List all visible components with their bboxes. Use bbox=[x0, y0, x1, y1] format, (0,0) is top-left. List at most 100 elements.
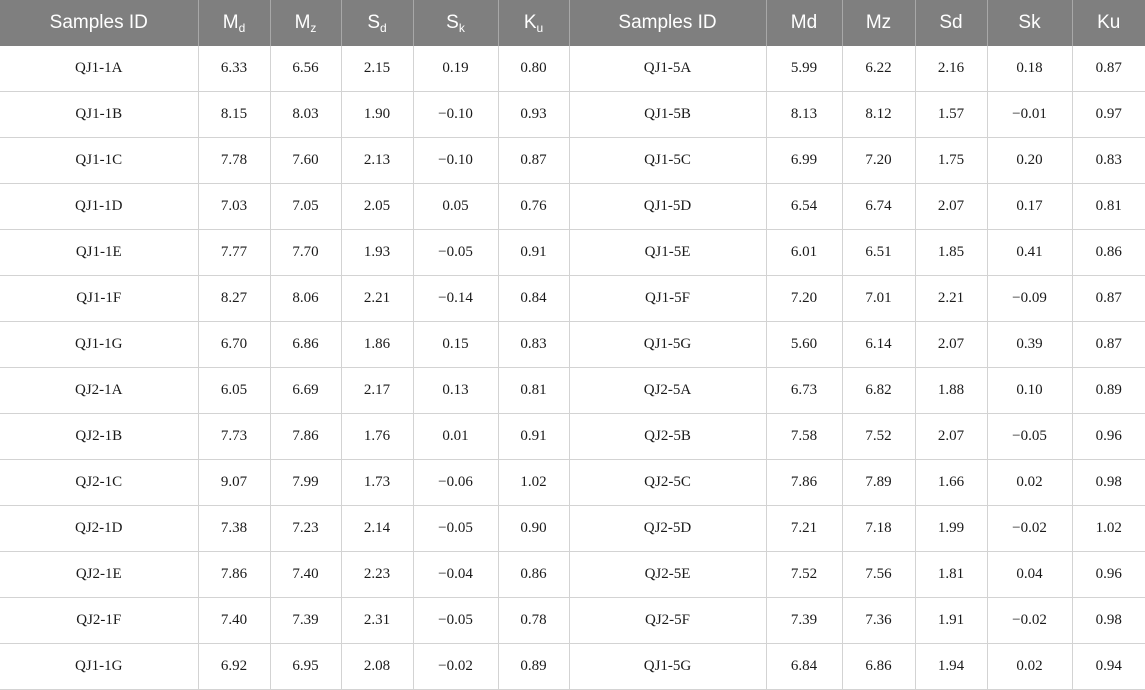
left-sample-id-cell: QJ2-1E bbox=[0, 551, 199, 598]
right-sample-id-cell: QJ1-5F bbox=[569, 275, 767, 322]
right-mz-cell: 6.22 bbox=[842, 46, 916, 92]
right-mz-cell: 7.18 bbox=[842, 505, 916, 552]
col-header-md-left: Md bbox=[198, 0, 271, 46]
left-sk-cell: −0.04 bbox=[413, 551, 499, 598]
right-ku-cell: 0.89 bbox=[1072, 367, 1145, 414]
right-ku-cell: 0.83 bbox=[1072, 137, 1145, 184]
right-sd-cell: 1.75 bbox=[915, 137, 988, 184]
right-ku-cell: 0.98 bbox=[1072, 597, 1145, 644]
right-sd-cell: 1.81 bbox=[915, 551, 988, 598]
table-row: QJ1-1G 6.92 6.95 2.08 −0.02 0.89 QJ1-5G 6.84 6.8… bbox=[0, 643, 1145, 690]
left-sd-cell: 2.21 bbox=[341, 275, 414, 322]
right-sk-cell: 0.02 bbox=[987, 643, 1073, 690]
right-sk-cell: 0.20 bbox=[987, 137, 1073, 184]
left-md-cell: 7.38 bbox=[198, 505, 271, 552]
col-header-ku-right: Ku bbox=[1072, 0, 1145, 46]
left-md-cell: 7.78 bbox=[198, 137, 271, 184]
right-ku-cell: 1.02 bbox=[1072, 505, 1145, 552]
col-header-ku-left: Ku bbox=[498, 0, 570, 46]
left-md-cell: 7.86 bbox=[198, 551, 271, 598]
left-mz-cell: 7.23 bbox=[270, 505, 342, 552]
right-mz-cell: 6.82 bbox=[842, 367, 916, 414]
right-sample-id-cell: QJ2-5E bbox=[569, 551, 767, 598]
right-md-cell: 7.20 bbox=[766, 275, 843, 322]
left-sk-cell: 0.05 bbox=[413, 183, 499, 230]
col-header-mz-left: Mz bbox=[270, 0, 342, 46]
right-sk-cell: 0.04 bbox=[987, 551, 1073, 598]
right-sample-id-cell: QJ2-5A bbox=[569, 367, 767, 414]
right-sd-cell: 2.07 bbox=[915, 413, 988, 460]
left-ku-cell: 0.91 bbox=[498, 229, 570, 276]
right-mz-cell: 7.36 bbox=[842, 597, 916, 644]
left-sk-cell: 0.19 bbox=[413, 46, 499, 92]
right-sk-cell: −0.09 bbox=[987, 275, 1073, 322]
right-mz-cell: 7.01 bbox=[842, 275, 916, 322]
right-mz-cell: 7.52 bbox=[842, 413, 916, 460]
right-mz-cell: 6.14 bbox=[842, 321, 916, 368]
left-ku-cell: 0.93 bbox=[498, 91, 570, 138]
col-header-samples-id-left: Samples ID bbox=[0, 0, 199, 46]
left-mz-cell: 7.86 bbox=[270, 413, 342, 460]
left-sample-id-cell: QJ1-1G bbox=[0, 321, 199, 368]
table-row: QJ1-1G 6.70 6.86 1.86 0.15 0.83 QJ1-5G 5.60 6.14… bbox=[0, 321, 1145, 368]
right-ku-cell: 0.96 bbox=[1072, 413, 1145, 460]
col-header-sd-left: Sd bbox=[341, 0, 414, 46]
right-ku-cell: 0.96 bbox=[1072, 551, 1145, 598]
left-sd-cell: 2.08 bbox=[341, 643, 414, 690]
left-sd-cell: 2.31 bbox=[341, 597, 414, 644]
table-row: QJ1-1E 7.77 7.70 1.93 −0.05 0.91 QJ1-5E 6.01 6.5… bbox=[0, 229, 1145, 276]
left-ku-cell: 0.87 bbox=[498, 137, 570, 184]
table-row: QJ2-1A 6.05 6.69 2.17 0.13 0.81 QJ2-5A 6.73 6.82… bbox=[0, 367, 1145, 414]
right-sample-id-cell: QJ1-5A bbox=[569, 46, 767, 92]
table-row: QJ2-1B 7.73 7.86 1.76 0.01 0.91 QJ2-5B 7.58 7.52… bbox=[0, 413, 1145, 460]
left-sample-id-cell: QJ1-1F bbox=[0, 275, 199, 322]
left-md-cell: 8.27 bbox=[198, 275, 271, 322]
right-sd-cell: 1.88 bbox=[915, 367, 988, 414]
left-sd-cell: 1.93 bbox=[341, 229, 414, 276]
left-sk-cell: 0.15 bbox=[413, 321, 499, 368]
right-ku-cell: 0.94 bbox=[1072, 643, 1145, 690]
right-sample-id-cell: QJ1-5D bbox=[569, 183, 767, 230]
left-md-cell: 9.07 bbox=[198, 459, 271, 506]
right-md-cell: 6.99 bbox=[766, 137, 843, 184]
right-ku-cell: 0.98 bbox=[1072, 459, 1145, 506]
right-sk-cell: 0.18 bbox=[987, 46, 1073, 92]
left-ku-cell: 1.02 bbox=[498, 459, 570, 506]
left-sk-cell: −0.05 bbox=[413, 597, 499, 644]
left-ku-cell: 0.89 bbox=[498, 643, 570, 690]
table-row: QJ2-1D 7.38 7.23 2.14 −0.05 0.90 QJ2-5D 7.21 7.1… bbox=[0, 505, 1145, 552]
left-ku-cell: 0.84 bbox=[498, 275, 570, 322]
left-sample-id-cell: QJ2-1D bbox=[0, 505, 199, 552]
right-sd-cell: 1.66 bbox=[915, 459, 988, 506]
col-header-sk-left: Sk bbox=[413, 0, 499, 46]
right-md-cell: 6.73 bbox=[766, 367, 843, 414]
right-sd-cell: 2.07 bbox=[915, 183, 988, 230]
right-sk-cell: −0.02 bbox=[987, 505, 1073, 552]
left-sample-id-cell: QJ1-1D bbox=[0, 183, 199, 230]
left-mz-cell: 7.70 bbox=[270, 229, 342, 276]
left-sk-cell: −0.02 bbox=[413, 643, 499, 690]
col-header-md-right: Md bbox=[766, 0, 843, 46]
right-sample-id-cell: QJ1-5B bbox=[569, 91, 767, 138]
table-row: QJ2-1E 7.86 7.40 2.23 −0.04 0.86 QJ2-5E 7.52 7.5… bbox=[0, 551, 1145, 598]
left-sd-cell: 2.15 bbox=[341, 46, 414, 92]
left-sample-id-cell: QJ2-1F bbox=[0, 597, 199, 644]
left-sd-cell: 1.90 bbox=[341, 91, 414, 138]
right-sd-cell: 2.16 bbox=[915, 46, 988, 92]
header-row: Samples ID Md Mz Sd Sk Ku Samples ID Md … bbox=[0, 0, 1145, 46]
right-md-cell: 6.54 bbox=[766, 183, 843, 230]
right-sk-cell: −0.05 bbox=[987, 413, 1073, 460]
right-sk-cell: 0.39 bbox=[987, 321, 1073, 368]
left-sd-cell: 1.86 bbox=[341, 321, 414, 368]
table-row: QJ2-1F 7.40 7.39 2.31 −0.05 0.78 QJ2-5F 7.39 7.3… bbox=[0, 597, 1145, 644]
right-sd-cell: 1.99 bbox=[915, 505, 988, 552]
right-mz-cell: 6.86 bbox=[842, 643, 916, 690]
left-ku-cell: 0.80 bbox=[498, 46, 570, 92]
right-sk-cell: −0.01 bbox=[987, 91, 1073, 138]
col-header-sk-right: Sk bbox=[987, 0, 1073, 46]
left-sk-cell: 0.01 bbox=[413, 413, 499, 460]
left-md-cell: 7.77 bbox=[198, 229, 271, 276]
left-mz-cell: 6.56 bbox=[270, 46, 342, 92]
right-ku-cell: 0.86 bbox=[1072, 229, 1145, 276]
left-sample-id-cell: QJ1-1C bbox=[0, 137, 199, 184]
